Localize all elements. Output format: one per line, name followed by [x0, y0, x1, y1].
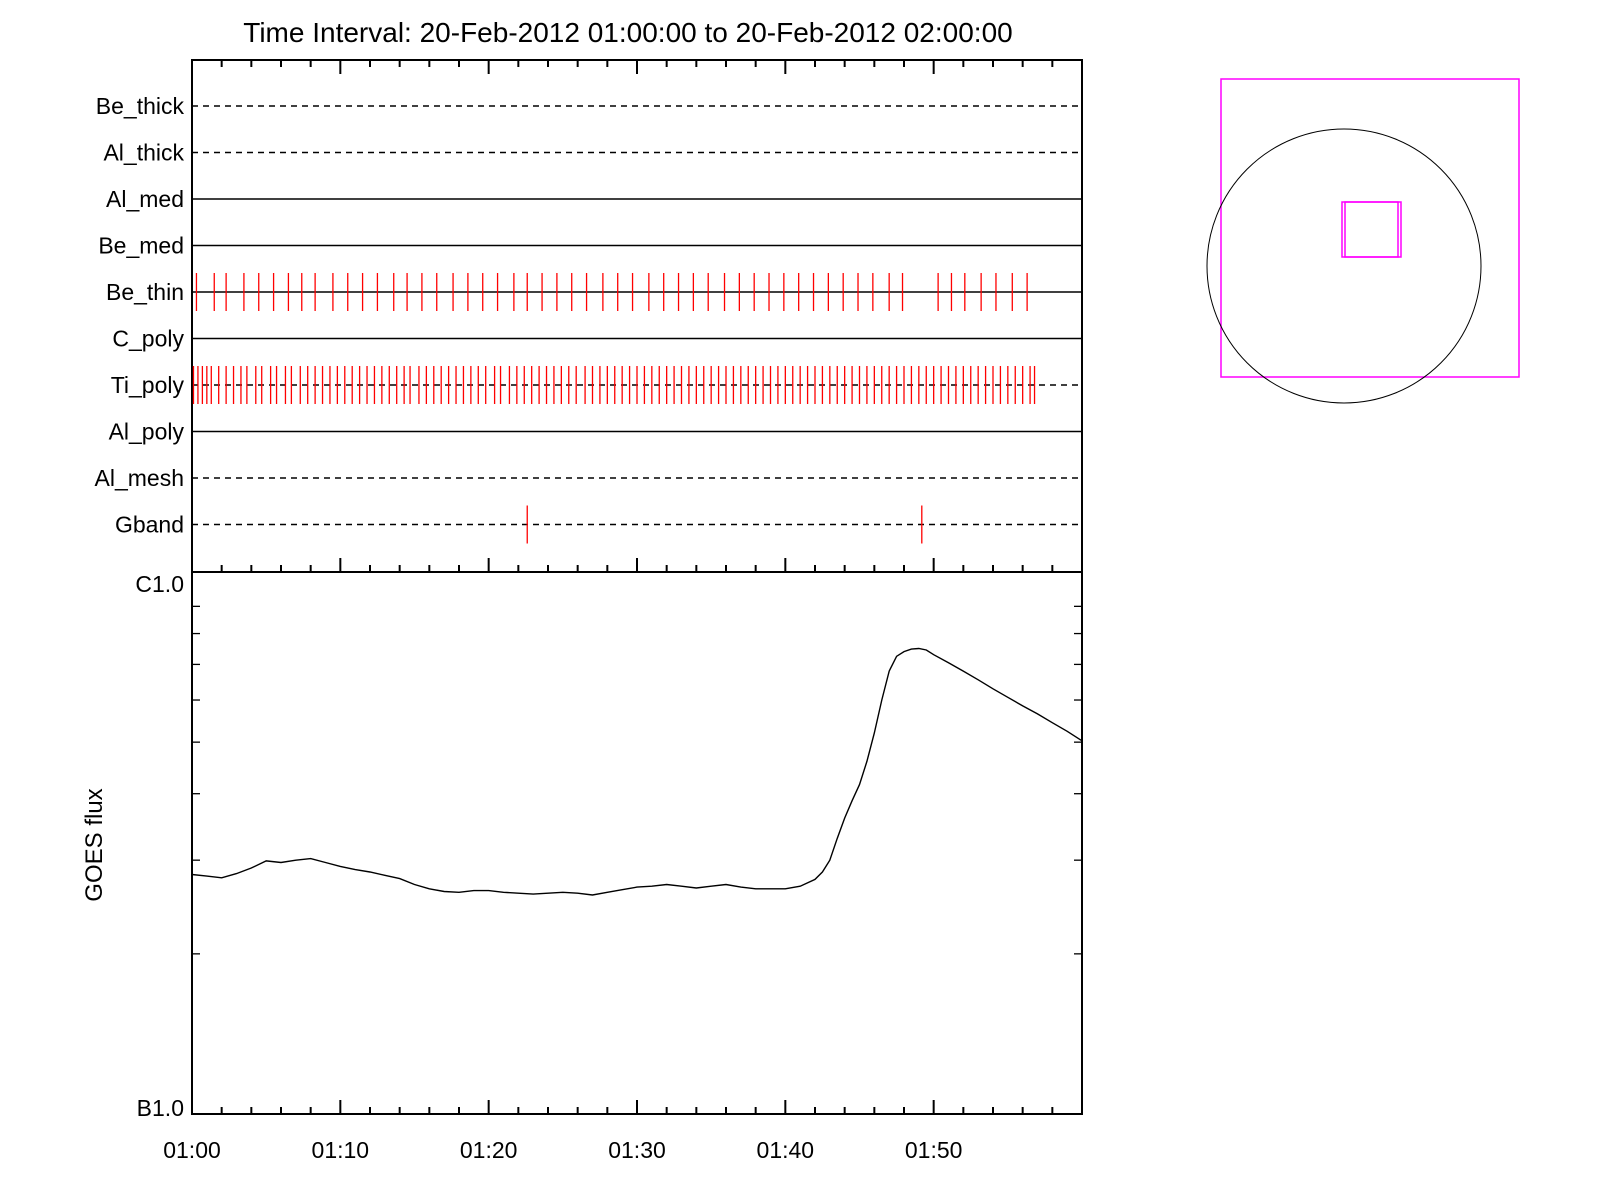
x-tick-label: 01:00 [163, 1137, 221, 1163]
x-tick-label: 01:10 [312, 1137, 370, 1163]
x-tick-label: 01:20 [460, 1137, 518, 1163]
row-label-be_thin: Be_thin [106, 279, 184, 305]
row-label-al_mesh: Al_mesh [95, 465, 184, 491]
fov-diagram [1206, 78, 1520, 404]
goes-y-tick-labels: C1.0 B1.0 [135, 571, 184, 1121]
filter-rows: Be_thick Al_thick Al_med Be_med Be_thin C_pol… [95, 93, 1082, 544]
fov-outer-box [1220, 78, 1520, 378]
x-tick-label: 01:30 [608, 1137, 666, 1163]
fov-inner-box [1341, 201, 1399, 258]
y-tick-label-top: C1.0 [135, 571, 184, 597]
goes-panel-frame [191, 571, 1083, 1115]
row-label-al_poly: Al_poly [109, 419, 185, 445]
chart-title: Time Interval: 20-Feb-2012 01:00:00 to 2… [243, 17, 1012, 48]
row-label-be_thick: Be_thick [96, 93, 185, 119]
row-label-c_poly: C_poly [112, 326, 184, 352]
goes-axis-ticks [191, 605, 1083, 1114]
goes-y-axis-label: GOES flux [81, 788, 108, 901]
timeline-panel-frame [191, 59, 1083, 573]
x-tick-label: 01:40 [757, 1137, 815, 1163]
row-label-be_med: Be_med [98, 233, 184, 259]
row-label-ti_poly: Ti_poly [111, 372, 185, 398]
goes-flux-line [191, 647, 1083, 896]
timeline-top-ticks [191, 60, 1083, 572]
row-label-gband: Gband [115, 512, 184, 538]
y-tick-label-bottom: B1.0 [137, 1095, 184, 1121]
fov-inner-box-2 [1344, 201, 1402, 258]
solar-disk-circle [1206, 128, 1482, 404]
row-label-al_thick: Al_thick [103, 140, 184, 166]
x-tick-label: 01:50 [905, 1137, 963, 1163]
goes-x-tick-labels: 01:00 01:10 01:20 01:30 01:40 01:50 [163, 1137, 962, 1163]
row-label-al_med: Al_med [106, 186, 184, 212]
